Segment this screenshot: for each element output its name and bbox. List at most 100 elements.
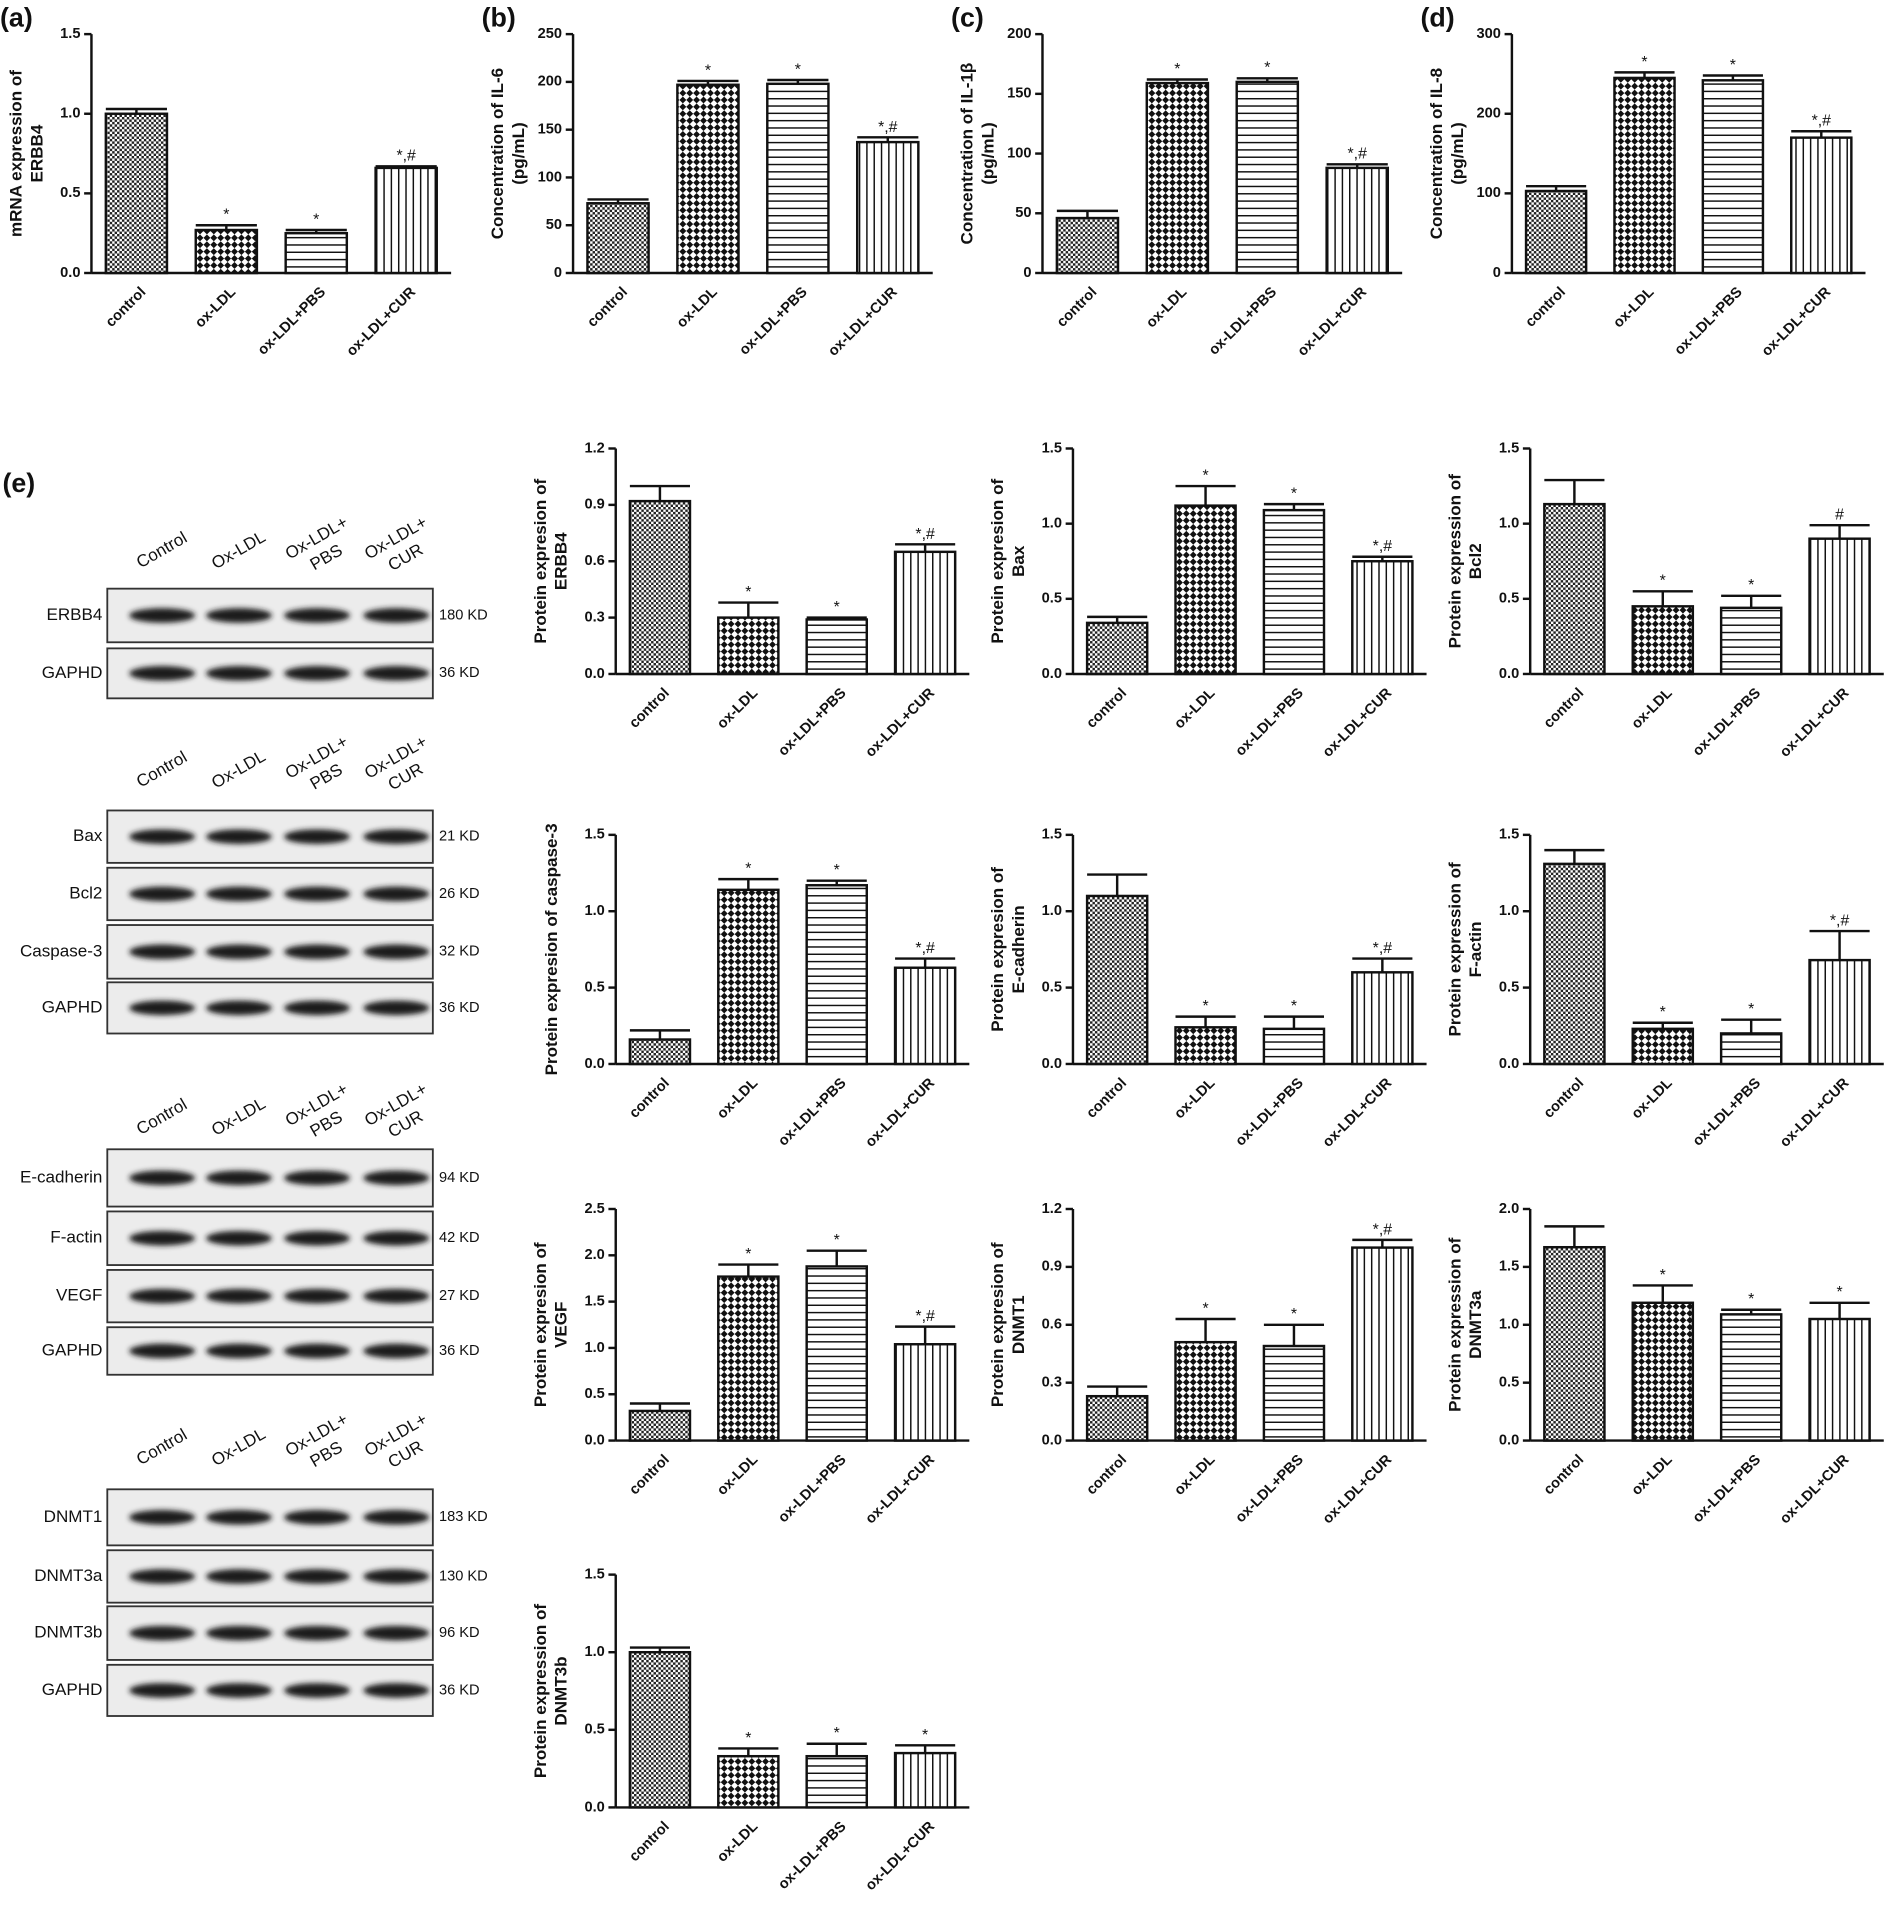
significance-label: * (745, 1246, 751, 1263)
x-tick-label: ox-LDL+PBS (1690, 685, 1764, 759)
blot-band (129, 1625, 196, 1641)
y-tick-label: 50 (1015, 205, 1031, 221)
x-tick-label: control (1541, 685, 1587, 731)
size-label: 183 KD (439, 1509, 488, 1525)
size-label: 21 KD (439, 829, 480, 845)
x-tick-label: ox-LDL+CUR (1320, 1075, 1396, 1151)
x-tick-label: control (626, 1819, 672, 1865)
x-tick-label: control (1084, 1075, 1130, 1121)
bar (1524, 189, 1588, 275)
protein-label: GAPHD (42, 1680, 103, 1699)
error-bar (1632, 1021, 1693, 1029)
blot-band (284, 1683, 350, 1698)
bar (1055, 216, 1120, 275)
y-axis-label: DNMT3b (552, 1656, 571, 1725)
error-bar (1146, 78, 1208, 84)
blot-band (206, 1510, 272, 1525)
y-tick-label: 0.5 (1499, 1375, 1519, 1391)
error-bar (1175, 1015, 1236, 1028)
significance-label: *,# (878, 119, 898, 136)
blot-band (206, 1569, 272, 1584)
x-tick-label: ox-LDL (1143, 284, 1190, 331)
x-tick-label: control (1523, 284, 1569, 330)
y-tick-label: 0.5 (1499, 591, 1519, 607)
bar (805, 1754, 869, 1809)
bar (717, 888, 780, 1066)
bar (628, 1409, 692, 1442)
blot-band (206, 886, 272, 902)
x-tick-label: ox-LDL+CUR (1295, 284, 1371, 360)
bar (893, 550, 957, 676)
x-tick-label: control (585, 284, 631, 330)
lane-label: Control (133, 747, 190, 791)
blot-band (284, 1230, 350, 1246)
protein-label: F-actin (50, 1228, 102, 1247)
y-axis-label: Protein expresion of (988, 479, 1007, 644)
lane-label: Control (133, 528, 190, 572)
panel-label: (a) (0, 3, 33, 33)
x-tick-label: ox-LDL+CUR (344, 284, 420, 360)
bar (1174, 504, 1237, 676)
bar (1719, 1313, 1783, 1442)
y-tick-label: 0.5 (584, 1722, 604, 1738)
x-tick-label: ox-LDL+CUR (825, 284, 901, 360)
bar (628, 1650, 692, 1809)
y-tick-label: 1.0 (584, 1340, 604, 1356)
y-axis-label: Protein expression of (531, 1604, 550, 1779)
bar (676, 83, 740, 275)
significance-label: * (1748, 577, 1754, 594)
y-tick-label: 300 (1477, 26, 1501, 42)
error-bar (1614, 71, 1675, 78)
error-bar (629, 1646, 690, 1653)
y-tick-label: 0 (1493, 265, 1501, 281)
bar (1808, 958, 1871, 1066)
blot-band (284, 1569, 350, 1584)
size-label: 27 KD (439, 1288, 480, 1304)
bar (1235, 80, 1300, 275)
bar (1351, 560, 1414, 676)
bar (1325, 166, 1389, 275)
x-tick-label: ox-LDL (1172, 685, 1219, 732)
y-tick-label: 1.5 (1499, 440, 1519, 456)
y-tick-label: 1.0 (584, 903, 604, 919)
y-tick-label: 50 (546, 217, 562, 233)
significance-label: * (834, 1725, 840, 1742)
lane-label: Ox-LDL (208, 1424, 268, 1470)
y-tick-label: 1.5 (584, 1566, 604, 1582)
blot-band (206, 1288, 272, 1304)
error-bar (587, 198, 649, 204)
y-tick-label: 0 (554, 265, 562, 281)
blot-band (284, 608, 350, 623)
y-axis-label: DNMT3a (1466, 1290, 1485, 1359)
blot-band (284, 1288, 350, 1304)
y-axis-label: (pg/mL) (509, 122, 528, 184)
size-label: 130 KD (439, 1568, 488, 1584)
significance-label: * (1202, 998, 1208, 1015)
y-tick-label: 0.5 (1042, 591, 1062, 607)
blot-band (363, 944, 430, 960)
y-tick-label: 1.5 (584, 1293, 604, 1309)
size-label: 36 KD (439, 1682, 480, 1698)
y-axis-label: ERBB4 (552, 532, 571, 590)
error-bar (1544, 848, 1605, 864)
y-tick-label: 150 (538, 122, 562, 138)
significance-label: *,# (915, 940, 935, 957)
error-bar (718, 1747, 779, 1757)
error-bar (1263, 1015, 1325, 1029)
y-tick-label: 0.0 (584, 1056, 604, 1072)
protein-label: ERBB4 (47, 605, 103, 624)
error-bar (895, 957, 956, 968)
error-bar (1236, 77, 1298, 82)
error-bar (1263, 1323, 1325, 1347)
bar (1543, 502, 1606, 676)
protein-label: E-cadherin (20, 1167, 102, 1186)
bar (805, 884, 869, 1066)
y-tick-label: 1.0 (60, 106, 80, 122)
error-bar (895, 543, 956, 552)
blot-band (284, 944, 350, 960)
y-tick-label: 0 (1023, 265, 1031, 281)
x-tick-label: control (1084, 1452, 1130, 1498)
blot-band (129, 1230, 196, 1246)
bar (1174, 1026, 1237, 1066)
